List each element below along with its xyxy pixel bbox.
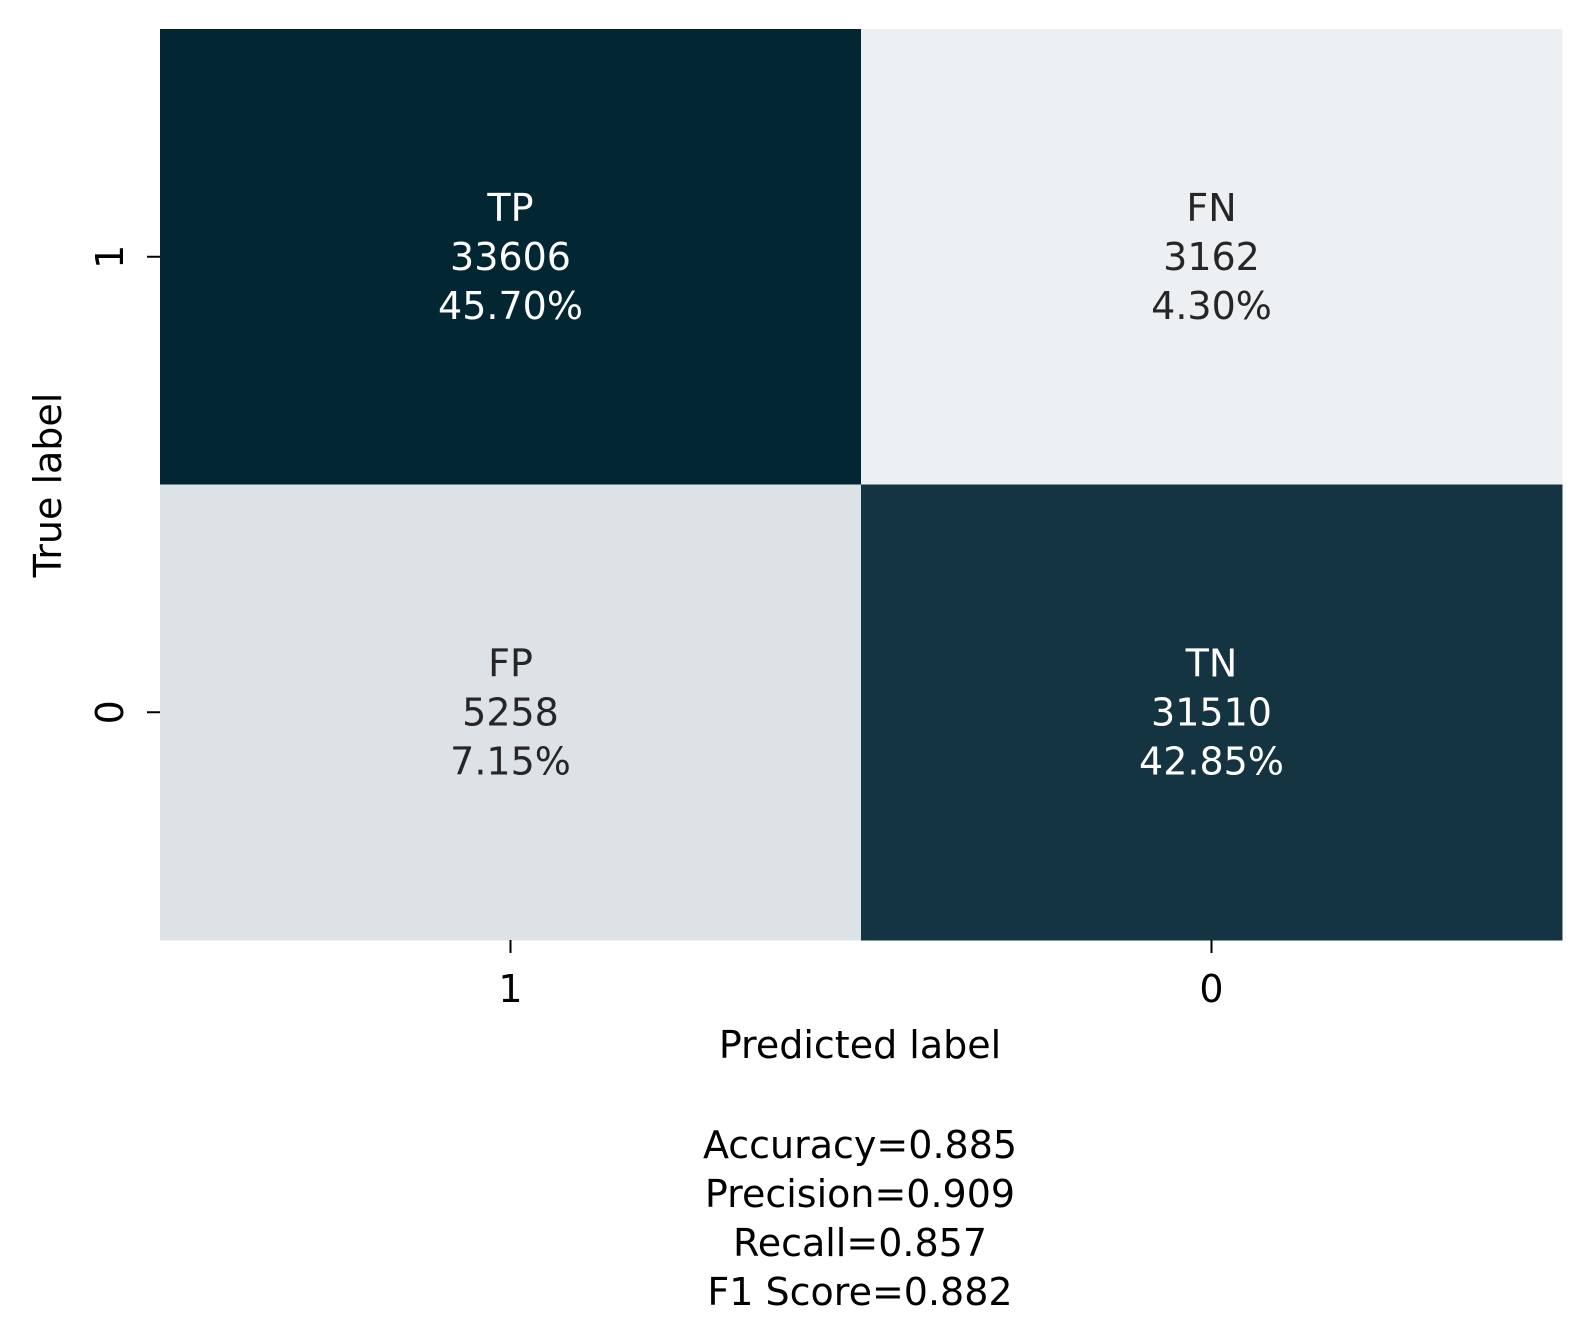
heatmap-cell-tp [160, 29, 862, 485]
cell-count-tp: 33606 [450, 235, 571, 279]
metrics-summary: Accuracy=0.885 Precision=0.909 Recall=0.85… [703, 1123, 1017, 1314]
x-tick-label-0: 0 [1199, 967, 1223, 1011]
y-tick-label-1: 1 [88, 245, 132, 269]
cell-count-tn: 31510 [1151, 690, 1272, 734]
metric-line: Recall=0.857 [733, 1221, 987, 1265]
y-tick-label-0: 0 [88, 700, 132, 724]
cell-count-fn: 3162 [1163, 235, 1260, 279]
heatmap-cell-tn [861, 484, 1563, 941]
cell-percent-fn: 4.30% [1151, 284, 1272, 328]
cell-count-fp: 5258 [462, 690, 559, 734]
x-axis-label: Predicted label [719, 1023, 1001, 1067]
cell-label-tp: TP [486, 186, 533, 230]
x-tick-label-1: 1 [498, 967, 522, 1011]
cell-annotations: TP 33606 45.70% FN 3162 4.30% FP 5258 7.15% TN 315… [438, 186, 1284, 784]
metric-line: F1 Score=0.882 [707, 1270, 1012, 1314]
metric-line: Precision=0.909 [705, 1172, 1015, 1216]
cell-label-tn: TN [1185, 641, 1238, 685]
heatmap-cells [160, 29, 1563, 941]
heatmap-cell-fn [861, 29, 1563, 485]
y-axis-ticks: 10 [88, 245, 160, 724]
cell-percent-tn: 42.85% [1139, 739, 1284, 783]
heatmap-cell-fp [160, 484, 862, 941]
cell-percent-fp: 7.15% [450, 739, 571, 783]
metric-line: Accuracy=0.885 [703, 1123, 1017, 1167]
cell-percent-tp: 45.70% [438, 284, 583, 328]
y-axis-label: True label [26, 393, 70, 579]
cell-label-fp: FP [488, 641, 533, 685]
cell-label-fn: FN [1186, 186, 1236, 230]
